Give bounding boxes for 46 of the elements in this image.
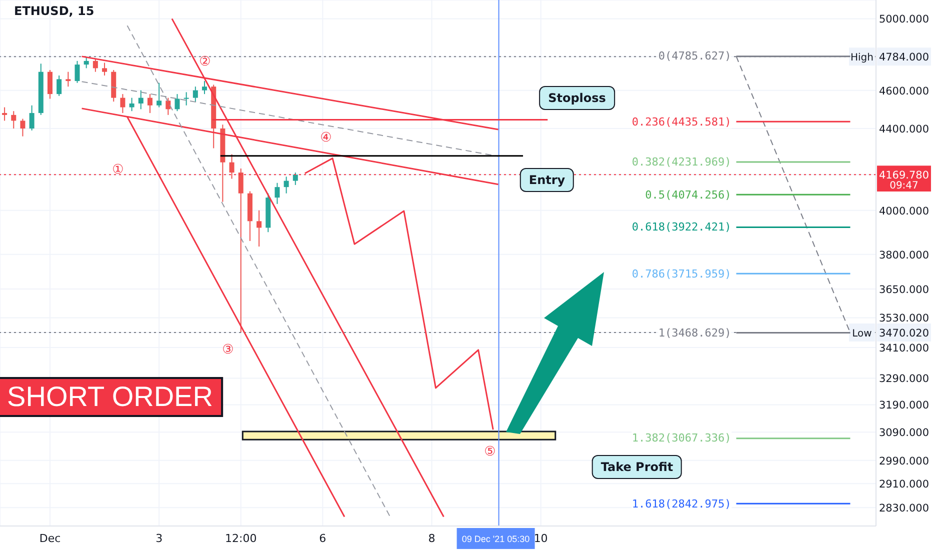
annotation: Entry	[520, 168, 574, 192]
x-tick-label: 3	[156, 532, 163, 545]
series-label: 1.382(3067.336)	[632, 432, 732, 445]
y-tick-label: 4400.000	[878, 124, 930, 136]
y-tick-label: 3190.000	[878, 400, 930, 412]
y-tick-label: 4600.000	[878, 85, 930, 98]
series-label: 1.618(2842.975)	[632, 497, 732, 510]
series-label: 1(3468.629)	[658, 326, 732, 340]
ref-line-label: High	[850, 52, 874, 64]
series-label: 0.5(4074.256)	[645, 188, 732, 202]
x-tick-label: 8	[428, 532, 436, 545]
y-tick-label: 4169.780	[878, 170, 930, 182]
annotation: Stoploss	[539, 86, 615, 110]
ref-line-label: 09 Dec '21 05:30	[462, 534, 530, 544]
y-tick-label: 5000.000	[878, 14, 930, 26]
y-tick-label: 2830.000	[878, 502, 930, 515]
annotation: ①	[112, 162, 124, 178]
y-tick-label: 4000.000	[878, 205, 930, 218]
annotation: Take Profit	[592, 455, 682, 479]
y-tick-label: 3650.000	[878, 284, 930, 296]
ref-line-label: Low	[852, 328, 872, 340]
y-tick-label: 3290.000	[878, 373, 930, 386]
series-label: 0.236(4435.581)	[632, 115, 732, 128]
y-tick-label: 3800.000	[878, 249, 930, 262]
y-tick-label: 4784.000	[878, 52, 930, 64]
series-label: 0.618(3922.421)	[632, 220, 732, 234]
annotation: ④	[320, 130, 332, 146]
y-tick-label: 2910.000	[878, 478, 930, 491]
x-tick-label: 12:00	[225, 532, 257, 545]
y-tick-label: 2990.000	[878, 455, 930, 468]
y-tick-label: 3410.000	[878, 342, 930, 354]
x-tick-label: 10	[534, 532, 548, 545]
annotation: ②	[199, 54, 211, 70]
annotation: ⑤	[484, 444, 496, 460]
text: 09:47	[877, 180, 931, 192]
y-tick-label: 3470.020	[878, 327, 930, 340]
annotation: SHORT ORDER	[0, 377, 223, 417]
x-tick-label: Dec	[39, 532, 61, 545]
series-label: 0.786(3715.959)	[632, 267, 732, 280]
series-label: 0(4785.627)	[658, 50, 732, 63]
y-tick-label: 3530.000	[878, 312, 930, 325]
chart-title: ETHUSD, 15	[14, 4, 94, 18]
series-label: 0.382(4231.969)	[632, 155, 732, 168]
x-tick-label: 6	[319, 532, 326, 545]
y-tick-label: 3090.000	[878, 427, 930, 440]
annotation: ③	[222, 342, 234, 358]
